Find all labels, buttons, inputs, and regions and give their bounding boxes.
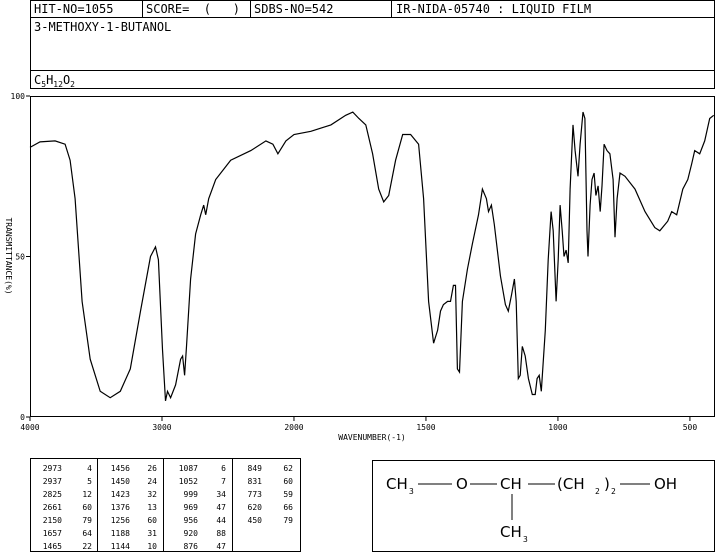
peak-transmittance: 60	[283, 477, 293, 486]
peak-transmittance: 60	[82, 503, 92, 512]
peak-wavenumber: 1256	[111, 516, 130, 525]
peak-transmittance: 47	[216, 503, 226, 512]
structure-part: O	[456, 475, 468, 493]
formula-part: O	[63, 73, 70, 87]
peak-transmittance: 10	[147, 542, 157, 551]
y-axis-label: TRANSMITTANCE(%)	[4, 217, 13, 294]
x-tick-label: 1500	[416, 423, 435, 432]
structure-part: 3	[409, 487, 414, 496]
peak-transmittance: 62	[283, 464, 293, 473]
structure-part: OH	[654, 475, 677, 493]
peak-transmittance: 79	[283, 516, 293, 525]
peak-transmittance: 88	[216, 529, 226, 538]
peak-transmittance: 44	[216, 516, 226, 525]
formula-part: 5	[41, 80, 46, 89]
y-tick-label: 0	[20, 413, 25, 422]
peak-wavenumber: 956	[184, 516, 199, 525]
structure-part: 2	[595, 487, 600, 496]
peak-transmittance: 4	[87, 464, 92, 473]
peak-transmittance: 12	[82, 490, 92, 499]
peak-transmittance: 64	[82, 529, 92, 538]
peak-transmittance: 79	[82, 516, 92, 525]
peak-wavenumber: 2973	[43, 464, 62, 473]
structure-part: CH	[386, 475, 408, 493]
method: IR-NIDA-05740 : LIQUID FILM	[396, 2, 591, 16]
peak-wavenumber: 1657	[43, 529, 62, 538]
peak-wavenumber: 2661	[43, 503, 62, 512]
peak-wavenumber: 1456	[111, 464, 130, 473]
peak-wavenumber: 2825	[43, 490, 62, 499]
score: SCORE= ( )	[146, 2, 240, 16]
y-tick-label: 100	[11, 92, 26, 101]
peak-wavenumber: 450	[248, 516, 263, 525]
peak-transmittance: 34	[216, 490, 226, 499]
peak-wavenumber: 773	[248, 490, 263, 499]
peak-wavenumber: 831	[248, 477, 263, 486]
peak-transmittance: 59	[283, 490, 293, 499]
hit-no: HIT-NO=1055	[34, 2, 113, 16]
x-axis-label: WAVENUMBER(-1)	[338, 433, 405, 442]
peak-transmittance: 13	[147, 503, 157, 512]
structure-part: CH	[500, 523, 522, 541]
peak-transmittance: 26	[147, 464, 157, 473]
structure-part: )	[604, 475, 610, 493]
structure-part: 3	[523, 535, 528, 544]
peak-wavenumber: 1188	[111, 529, 130, 538]
peak-wavenumber: 849	[248, 464, 263, 473]
peak-wavenumber: 1376	[111, 503, 130, 512]
peak-wavenumber: 620	[248, 503, 263, 512]
compound-name: 3-METHOXY-1-BUTANOL	[34, 20, 171, 34]
peak-transmittance: 6	[221, 464, 226, 473]
header-box	[30, 0, 715, 89]
formula-part: 2	[70, 80, 75, 89]
x-tick-label: 500	[683, 423, 698, 432]
structure-part: CH	[500, 475, 522, 493]
structure-part: 2	[611, 487, 616, 496]
peak-wavenumber: 1423	[111, 490, 130, 499]
peak-transmittance: 32	[147, 490, 157, 499]
peak-table-box	[30, 458, 301, 552]
peak-transmittance: 31	[147, 529, 157, 538]
x-tick-label: 1000	[548, 423, 567, 432]
x-tick-label: 3000	[152, 423, 171, 432]
peak-wavenumber: 1144	[111, 542, 130, 551]
peak-wavenumber: 2937	[43, 477, 62, 486]
peak-transmittance: 66	[283, 503, 293, 512]
peak-transmittance: 60	[147, 516, 157, 525]
x-tick-label: 4000	[20, 423, 39, 432]
x-tick-label: 2000	[284, 423, 303, 432]
peak-wavenumber: 920	[184, 529, 199, 538]
structure-part: (CH	[557, 475, 585, 493]
formula-part: H	[46, 73, 53, 87]
peak-wavenumber: 969	[184, 503, 199, 512]
peak-transmittance: 7	[221, 477, 226, 486]
peak-wavenumber: 876	[184, 542, 199, 551]
peak-wavenumber: 1465	[43, 542, 62, 551]
formula-part: 12	[53, 80, 63, 89]
peak-wavenumber: 2150	[43, 516, 62, 525]
peak-wavenumber: 1052	[179, 477, 198, 486]
peak-transmittance: 5	[87, 477, 92, 486]
peak-wavenumber: 1087	[179, 464, 198, 473]
y-tick-label: 50	[15, 253, 25, 262]
peak-transmittance: 47	[216, 542, 226, 551]
peak-transmittance: 22	[82, 542, 92, 551]
spectrum-line	[29, 111, 715, 402]
peak-transmittance: 24	[147, 477, 157, 486]
plot-frame	[30, 96, 715, 417]
peak-wavenumber: 999	[184, 490, 199, 499]
formula: C5H12O2	[34, 73, 75, 89]
peak-wavenumber: 1450	[111, 477, 130, 486]
sdbs-no: SDBS-NO=542	[254, 2, 333, 16]
formula-part: C	[34, 73, 41, 87]
